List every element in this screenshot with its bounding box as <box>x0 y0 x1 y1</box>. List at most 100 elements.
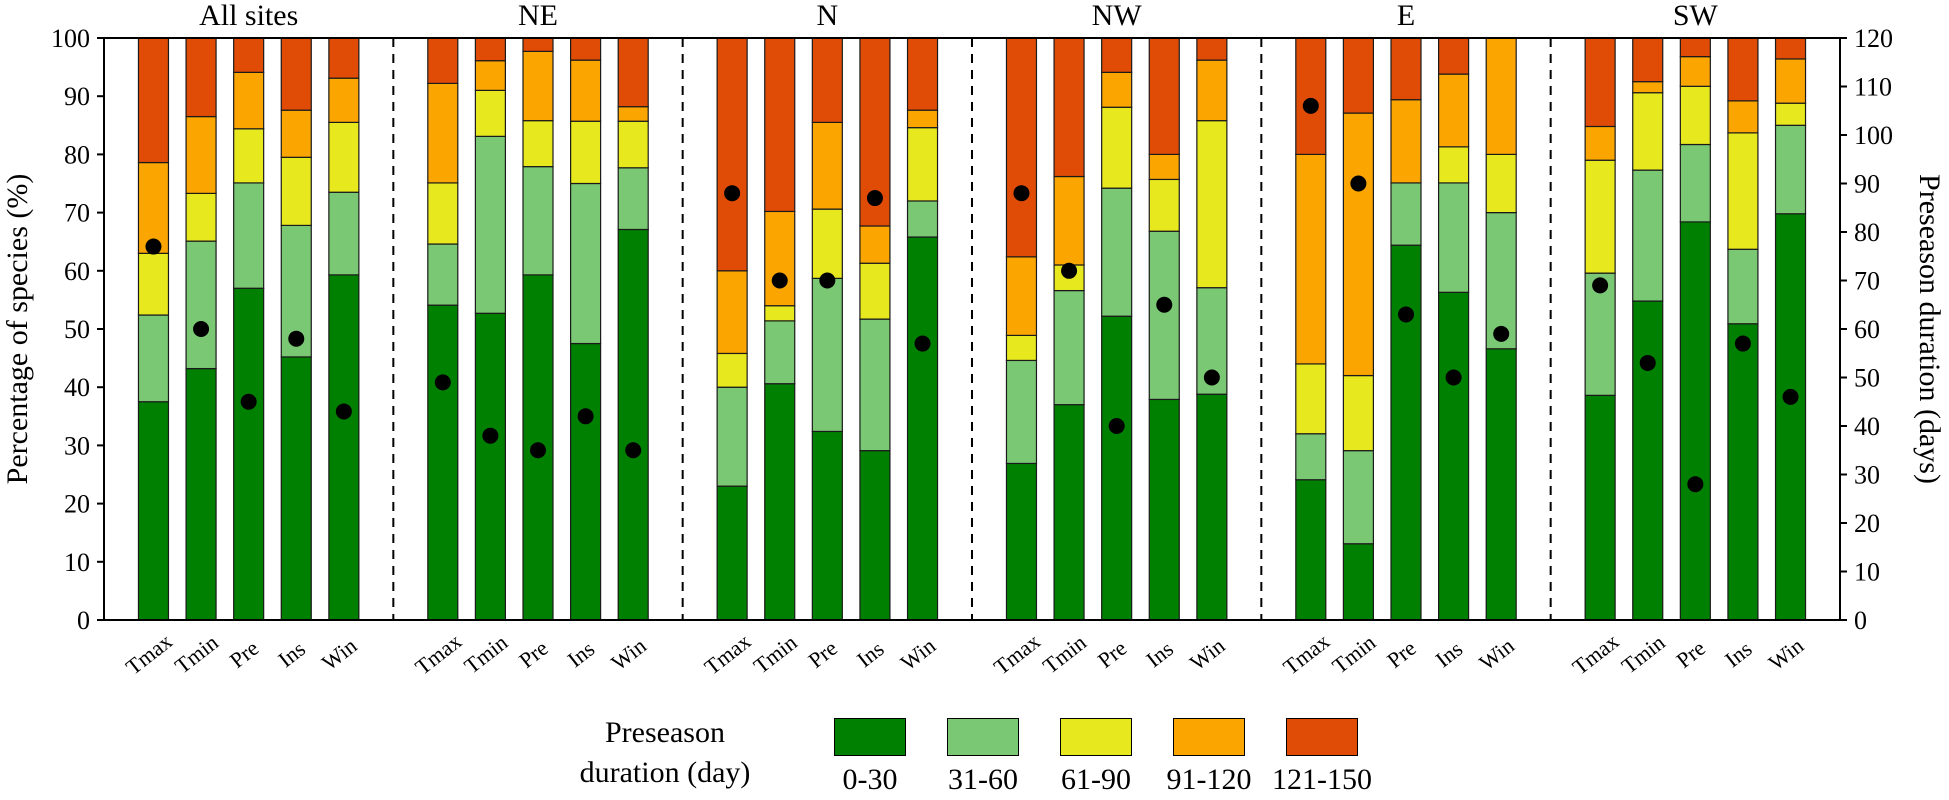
bar-segment <box>1390 182 1422 246</box>
bar-segment <box>569 120 602 185</box>
bar-segment <box>1295 433 1327 481</box>
bar-segment <box>1584 125 1616 161</box>
x-tick-label: Tmin <box>170 630 223 679</box>
bar-segment <box>764 383 796 621</box>
bar-segment <box>427 182 459 245</box>
bar-segment <box>617 106 649 122</box>
bar-segment <box>1632 81 1664 94</box>
y2-tick-label: 10 <box>1854 558 1880 587</box>
preseason-dot <box>193 321 210 337</box>
bar-segment <box>1485 37 1517 156</box>
panel-title: SW <box>1673 0 1719 32</box>
bar-segment <box>1390 244 1422 621</box>
bar-segment <box>1005 359 1038 465</box>
y2-tick-label: 70 <box>1854 267 1880 296</box>
bar-segment <box>427 82 459 184</box>
y-tick-label: 40 <box>64 373 90 402</box>
y2-tick-label: 90 <box>1854 170 1880 199</box>
y2-tick-label: 0 <box>1854 606 1867 635</box>
x-tick-label: Tmax <box>1568 628 1624 679</box>
y-tick-label: 20 <box>64 490 90 519</box>
x-tick-label: Win <box>317 633 362 675</box>
bar-segment <box>1437 182 1470 293</box>
bar-segment <box>906 236 939 621</box>
x-tick-label: Tmax <box>121 628 177 679</box>
panel-title: NE <box>518 0 558 32</box>
panel-title: All sites <box>199 0 298 32</box>
bar-segment <box>1148 37 1180 156</box>
preseason-dot <box>819 272 836 289</box>
bar-segment <box>185 37 217 118</box>
bar-segment <box>1774 124 1807 215</box>
bar-segment <box>1679 85 1711 146</box>
bar-segment <box>569 59 602 122</box>
y-tick-label: 80 <box>64 140 90 169</box>
preseason-dot <box>1350 175 1367 192</box>
bar-segment <box>906 37 939 111</box>
bar-segment <box>617 167 649 231</box>
bar-segment <box>617 37 649 108</box>
preseason-dot <box>434 374 451 391</box>
bar-segment <box>1727 132 1759 250</box>
bar-segment <box>1584 272 1616 396</box>
preseason-dot <box>1445 369 1462 386</box>
bar-segment <box>1005 462 1038 621</box>
bar-segment <box>1342 374 1375 452</box>
x-tick-label: Pre <box>514 635 553 673</box>
bar-segment <box>280 356 312 621</box>
y-tick-label: 10 <box>64 548 90 577</box>
x-tick-label: Tmax <box>1278 628 1334 679</box>
x-tick-label: Ins <box>1141 636 1178 672</box>
bar-segment <box>1584 37 1616 128</box>
bar-segment <box>1437 73 1470 148</box>
preseason-dot <box>1782 388 1799 405</box>
bar-segment <box>1196 37 1228 61</box>
y-tick-label: 50 <box>64 315 90 344</box>
preseason-dot <box>1639 354 1656 371</box>
y2-tick-label: 40 <box>1854 412 1880 441</box>
bar-segment <box>233 287 265 621</box>
bar-segment <box>1101 315 1133 621</box>
x-tick-label: Tmin <box>1617 630 1670 679</box>
bar-segment <box>185 192 217 242</box>
bar-segment <box>1437 37 1470 75</box>
preseason-dot <box>1734 335 1751 352</box>
bar-segment <box>1584 394 1616 621</box>
bar-segment <box>522 37 554 52</box>
y2-tick-label: 50 <box>1854 364 1880 393</box>
x-tick-label: Tmin <box>1038 630 1091 679</box>
x-tick-label: Win <box>606 633 651 675</box>
bar-segment <box>1727 37 1759 102</box>
bar-segment <box>1632 169 1664 302</box>
bar-segment <box>1196 59 1228 122</box>
x-tick-label: Tmin <box>459 630 512 679</box>
bar-segment <box>1101 37 1133 73</box>
x-tick-label: Pre <box>803 635 842 673</box>
bar-segment <box>617 228 649 621</box>
bar-segment <box>137 401 170 621</box>
bar-segment <box>716 270 748 355</box>
bar-segment <box>1053 37 1085 178</box>
bar-segment <box>1053 175 1085 266</box>
y2-tick-label: 60 <box>1854 315 1880 344</box>
bar-segment <box>1005 334 1038 362</box>
x-tick-label: Win <box>1764 633 1809 675</box>
bar-segment <box>233 128 265 184</box>
bar-segment <box>1342 112 1375 377</box>
bar-segment <box>280 37 312 111</box>
bar-segment <box>716 485 748 621</box>
preseason-dot <box>335 403 352 420</box>
preseason-dot <box>145 238 162 255</box>
y-axis-label: Percentage of species (%) <box>1 174 34 485</box>
bar-segment <box>1148 230 1180 401</box>
preseason-dot <box>1108 418 1125 434</box>
bar-segment <box>137 161 170 254</box>
preseason-dot <box>1013 185 1030 202</box>
bar-segment <box>233 71 265 130</box>
y2-tick-label: 110 <box>1854 73 1892 102</box>
bar-segment <box>1727 248 1759 325</box>
x-tick-label: Ins <box>563 636 600 672</box>
bar-segment <box>522 120 554 168</box>
bar-segment <box>1295 37 1327 156</box>
